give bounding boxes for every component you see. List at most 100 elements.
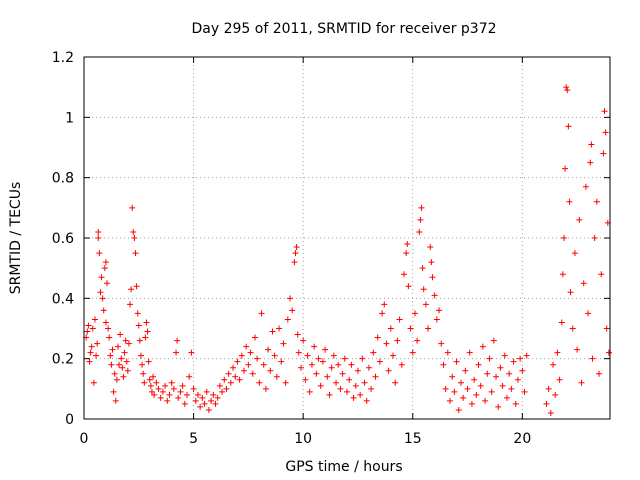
data-point xyxy=(276,325,283,332)
data-point xyxy=(254,355,261,362)
data-point xyxy=(147,382,154,389)
data-point xyxy=(210,391,217,398)
data-point xyxy=(514,376,521,383)
data-point xyxy=(111,370,118,377)
data-point xyxy=(543,400,550,407)
data-point xyxy=(449,373,456,380)
data-point xyxy=(90,379,97,386)
data-point xyxy=(405,283,412,290)
data-point xyxy=(411,310,418,317)
data-point xyxy=(418,204,425,211)
data-point xyxy=(409,349,416,356)
data-point xyxy=(293,244,300,251)
data-point xyxy=(170,385,177,392)
data-point xyxy=(93,352,100,359)
data-point xyxy=(86,358,93,365)
data-point xyxy=(392,379,399,386)
data-point xyxy=(121,349,128,356)
data-point xyxy=(146,376,153,383)
data-point xyxy=(428,259,435,266)
y-tick-label: 0.2 xyxy=(52,352,74,368)
data-point xyxy=(442,385,449,392)
data-point xyxy=(136,337,143,344)
data-point xyxy=(95,235,102,241)
data-point xyxy=(346,376,353,383)
data-point xyxy=(517,355,524,362)
data-point xyxy=(122,337,129,344)
data-point xyxy=(562,165,569,172)
data-point xyxy=(588,141,595,148)
data-point xyxy=(105,325,112,332)
data-point xyxy=(212,400,219,407)
data-point xyxy=(322,346,329,353)
data-point xyxy=(125,340,132,347)
data-point xyxy=(159,388,166,395)
data-point xyxy=(591,235,598,241)
data-point xyxy=(273,373,280,380)
x-tick-label: 20 xyxy=(513,431,531,447)
data-point xyxy=(251,334,258,341)
data-point xyxy=(589,355,596,362)
data-point xyxy=(433,316,440,323)
data-point xyxy=(427,244,434,251)
x-tick-label: 0 xyxy=(80,431,89,447)
data-point xyxy=(519,367,526,374)
data-point xyxy=(324,373,331,380)
data-point xyxy=(223,385,230,392)
data-point xyxy=(98,274,105,281)
x-tick-label: 15 xyxy=(404,431,422,447)
data-point xyxy=(302,376,309,383)
data-point xyxy=(359,355,366,362)
data-point xyxy=(124,367,131,374)
data-point xyxy=(400,271,407,278)
data-point xyxy=(593,198,600,205)
data-point xyxy=(112,397,119,404)
data-point xyxy=(173,349,180,356)
data-point xyxy=(247,349,254,356)
data-point xyxy=(278,358,285,365)
data-point xyxy=(162,382,169,389)
data-point xyxy=(267,367,274,374)
data-point xyxy=(596,370,603,377)
data-point xyxy=(155,385,162,392)
data-point xyxy=(100,307,107,314)
data-point xyxy=(344,388,350,395)
data-point xyxy=(216,382,223,389)
data-point xyxy=(96,250,103,257)
data-point xyxy=(240,367,247,374)
data-point xyxy=(234,358,241,365)
data-point xyxy=(304,352,311,359)
data-point xyxy=(114,343,121,350)
data-point xyxy=(510,358,517,365)
data-point xyxy=(91,316,98,323)
data-point xyxy=(368,385,375,392)
data-point xyxy=(262,385,269,392)
data-point xyxy=(501,352,508,359)
data-point xyxy=(404,241,411,248)
data-point xyxy=(387,325,394,332)
data-point xyxy=(447,397,454,404)
data-point xyxy=(295,349,302,356)
data-point xyxy=(495,403,502,410)
data-point xyxy=(142,334,149,341)
data-point xyxy=(205,406,212,413)
data-point xyxy=(116,361,123,368)
data-point xyxy=(605,349,612,356)
data-point xyxy=(117,331,124,338)
data-point xyxy=(174,337,181,344)
data-point xyxy=(552,391,559,398)
x-axis-label: GPS time / hours xyxy=(285,459,402,475)
data-point xyxy=(280,340,287,347)
data-point xyxy=(403,250,410,257)
data-point xyxy=(567,289,574,296)
data-point xyxy=(521,388,528,395)
data-point xyxy=(269,328,276,335)
data-point xyxy=(335,361,342,368)
data-point xyxy=(84,328,91,335)
data-point xyxy=(129,204,136,211)
data-point xyxy=(383,340,390,347)
data-point xyxy=(374,334,381,341)
data-point xyxy=(300,337,307,344)
data-point xyxy=(436,307,443,314)
